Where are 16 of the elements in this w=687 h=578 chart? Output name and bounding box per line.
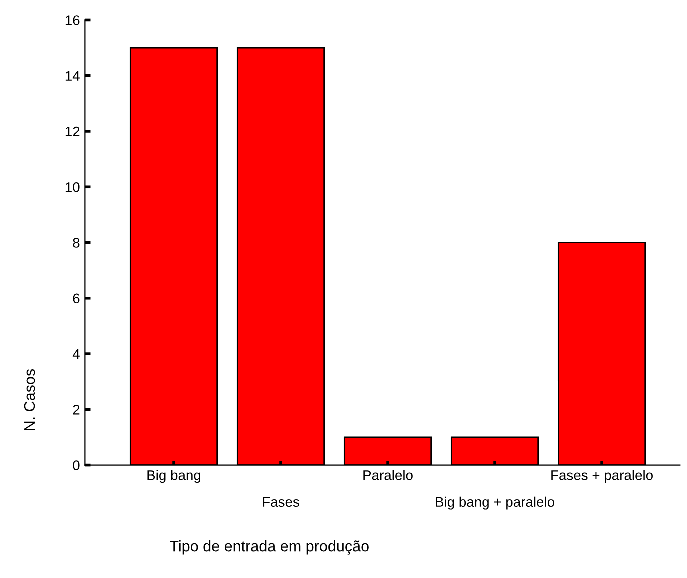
y-tick-label: 8: [73, 238, 80, 248]
y-tick-label: 0: [73, 460, 80, 470]
y-tick-label: 12: [66, 126, 80, 137]
x-tick-label: Big bang: [148, 470, 201, 484]
y-axis-title: N. Casos: [24, 369, 36, 430]
y-tick-label: 2: [73, 404, 80, 415]
y-tick-label: 6: [73, 294, 80, 304]
x-tick-label: Paralelo: [364, 470, 413, 480]
y-tick-label: 14: [66, 71, 80, 81]
x-tick-label: Big bang + paralelo: [436, 496, 554, 510]
x-tick-label: Fases: [263, 497, 300, 508]
y-tick-label: 10: [66, 182, 80, 192]
y-tick-label: 16: [66, 16, 80, 26]
y-tick-label: 4: [72, 350, 80, 360]
x-tick-label: Fases + paralelo: [552, 470, 653, 484]
x-axis-title: Tipo de entrada em produção: [170, 540, 369, 555]
